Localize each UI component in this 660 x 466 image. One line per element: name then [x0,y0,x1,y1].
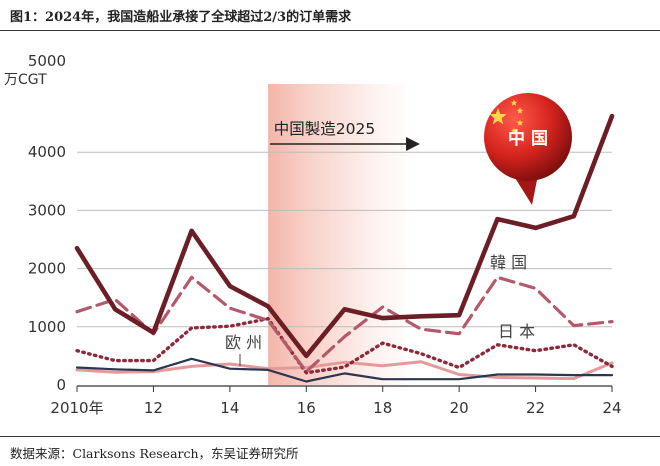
y-tick-label: 1000 [28,318,66,336]
x-tick-label: 16 [297,399,316,417]
top-rule [0,30,660,31]
china-label: 中 国 [508,128,548,149]
series-line-3 [75,357,614,383]
x-tick-label: 12 [144,399,163,417]
y-axis-ticks: 0 1000 2000 3000 4000 [28,143,66,394]
x-tick-label: 14 [220,399,239,417]
label-europe: 欧 州 [225,333,262,352]
series-line-4 [75,360,614,381]
series-lines [74,113,615,383]
x-tick-label: 24 [602,399,621,417]
label-korea: 韓 国 [490,253,527,272]
x-axis-ticks: 2010年 12 14 16 18 20 22 24 [50,386,622,417]
x-tick-label: 22 [526,399,545,417]
y-axis-label-bottom: 万CGT [4,72,47,88]
series-line-1 [75,275,614,374]
label-japan: 日 本 [498,322,535,341]
x-tick-label: 18 [373,399,392,417]
star-icon [489,99,524,134]
china-flag-icon [484,93,572,181]
band-label: 中国製造2025 [274,120,375,138]
figure-title: 图1：2024年，我国造船业承接了全球超过2/3的订单需求 [10,10,352,25]
gridlines [77,151,612,328]
x-tick-label: 2010年 [50,399,103,417]
y-axis-label-top: 5000 [28,52,66,70]
china-flag-bubble: 中 国 [484,93,572,205]
source-note: 数据来源：Clarksons Research，东吴证券研究所 [10,446,299,461]
y-tick-label: 0 [56,376,66,394]
y-tick-label: 4000 [28,143,66,161]
series-line-0 [74,113,615,359]
bubble-tail [512,173,538,205]
y-tick-label: 2000 [28,260,66,278]
x-tick-label: 20 [450,399,469,417]
y-tick-label: 3000 [28,201,66,219]
series-line-2 [75,317,614,375]
line-chart: 0 1000 2000 3000 4000 2010年 12 14 16 18 20 22 24 50… [4,52,622,417]
bottom-rule [0,436,660,437]
